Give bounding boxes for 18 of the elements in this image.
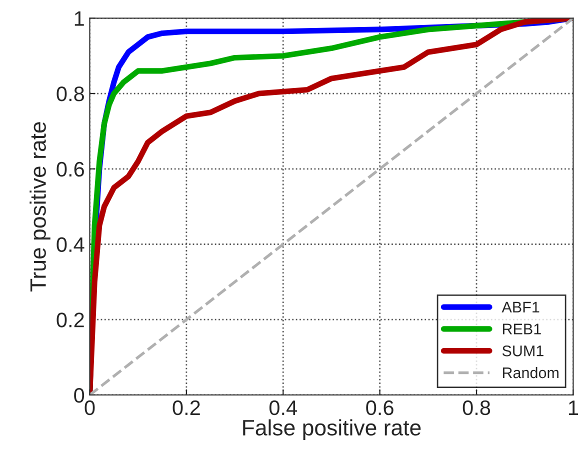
x-tick-label: 0 [84,400,95,416]
y-tick-label: 0.2 [56,312,84,328]
y-tick-label: 0.4 [56,237,84,252]
y-tick-label: 0 [74,388,84,403]
x-tick-label: 1 [569,400,578,415]
x-tick-label: 0.2 [172,400,200,416]
legend-label: Random [502,366,558,378]
x-axis-title: False positive rate [243,419,421,440]
y-tick-label: 1 [74,11,84,26]
x-tick-label: 0.4 [269,400,298,416]
x-tick-label: 0.8 [462,400,490,416]
x-tick-label: 0.6 [366,400,394,416]
legend-label: SUM1 [502,346,544,356]
legend-label: REB1 [502,324,541,334]
y-axis-title: True positive rate [30,122,50,292]
legend-label: ABF1 [502,302,540,312]
y-tick-label: 0.8 [56,86,84,102]
y-tick-label: 0.6 [56,162,84,177]
